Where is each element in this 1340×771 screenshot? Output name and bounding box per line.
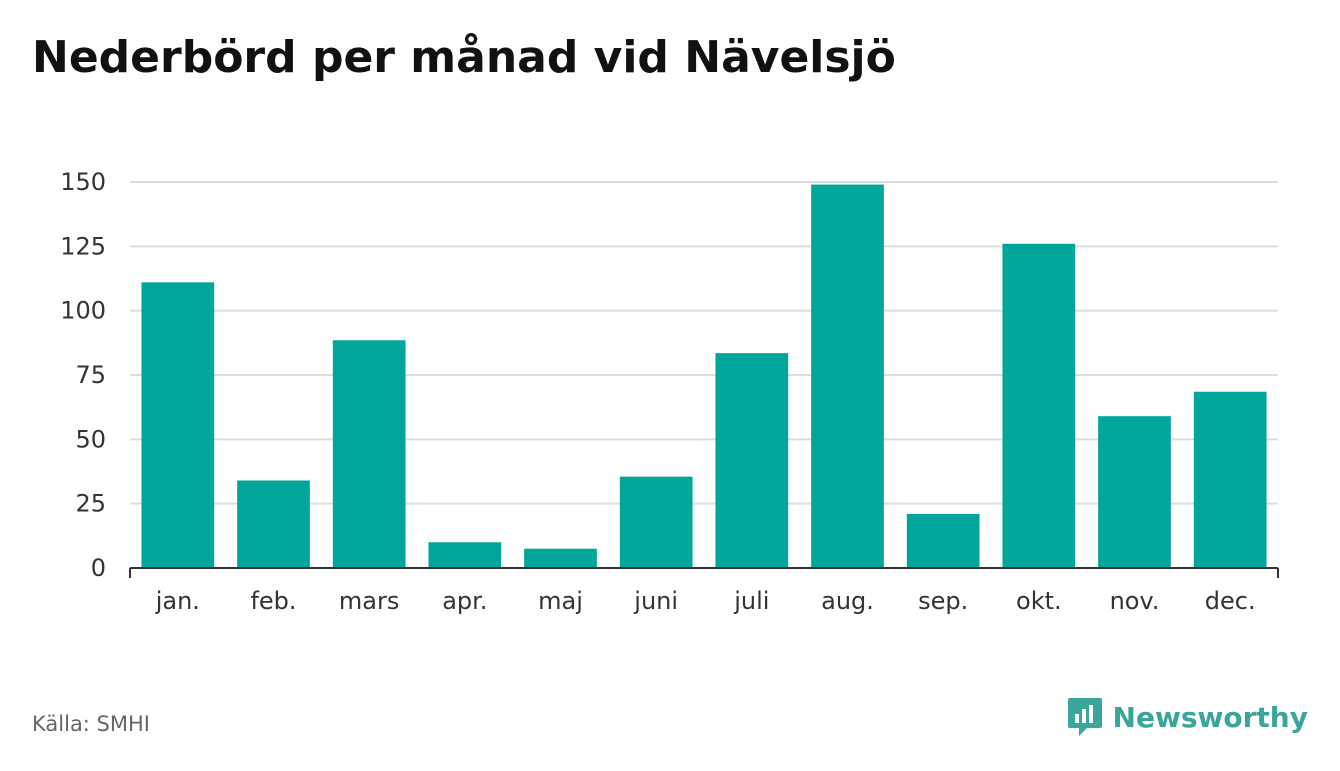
grid-lines bbox=[130, 181, 1278, 505]
x-tick-label: juli bbox=[733, 587, 769, 615]
x-axis bbox=[129, 567, 1279, 578]
bar bbox=[332, 340, 406, 568]
x-tick-label: aug. bbox=[821, 587, 874, 615]
bar bbox=[428, 542, 502, 568]
x-tick-label: dec. bbox=[1205, 587, 1256, 615]
y-tick-label: 75 bbox=[75, 361, 106, 389]
brand-name: Newsworthy bbox=[1112, 700, 1308, 734]
brand[interactable]: Newsworthy bbox=[1067, 696, 1308, 738]
y-tick-label: 150 bbox=[60, 168, 106, 196]
x-tick-label: maj bbox=[538, 587, 583, 615]
bar bbox=[524, 548, 597, 568]
x-tick-labels: jan. feb. mars apr. maj juni juli aug. sep. okt. n… bbox=[155, 587, 1256, 615]
bar bbox=[715, 353, 789, 568]
x-tick-label: feb. bbox=[250, 587, 296, 615]
bar bbox=[906, 513, 980, 568]
bar bbox=[619, 476, 693, 568]
bar bbox=[1002, 243, 1076, 568]
bar bbox=[141, 282, 215, 568]
bar bbox=[811, 184, 884, 568]
bar bbox=[1098, 416, 1171, 568]
source-label: Källa: SMHI bbox=[32, 712, 150, 736]
y-tick-labels: 0 25 50 75 100 125 150 bbox=[60, 168, 106, 582]
x-tick-label: nov. bbox=[1110, 587, 1160, 615]
chart-title: Nederbörd per månad vid Nävelsjö bbox=[32, 32, 896, 83]
x-tick-label: sep. bbox=[918, 587, 968, 615]
y-tick-label: 25 bbox=[75, 490, 106, 518]
bar bbox=[237, 480, 310, 568]
y-tick-label: 0 bbox=[91, 554, 106, 582]
x-tick-label: juni bbox=[633, 587, 678, 615]
y-tick-label: 100 bbox=[60, 297, 106, 325]
newsworthy-logo-icon bbox=[1067, 698, 1102, 736]
x-tick-label: apr. bbox=[442, 587, 487, 615]
x-tick-label: mars bbox=[339, 587, 399, 615]
bar bbox=[1193, 391, 1267, 568]
y-tick-label: 125 bbox=[60, 232, 106, 260]
y-tick-label: 50 bbox=[75, 425, 106, 453]
bars bbox=[141, 184, 1267, 568]
x-tick-label: okt. bbox=[1016, 587, 1062, 615]
x-tick-label: jan. bbox=[155, 587, 200, 615]
